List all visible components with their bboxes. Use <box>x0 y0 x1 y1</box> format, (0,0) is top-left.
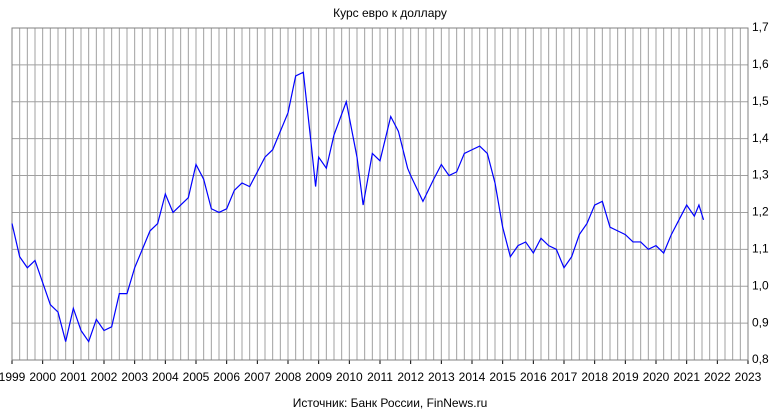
x-tick-label: 2021 <box>673 370 700 384</box>
x-tick-label: 2019 <box>612 370 639 384</box>
x-tick-label: 2008 <box>275 370 302 384</box>
x-tick-label: 2010 <box>336 370 363 384</box>
y-tick-label: 1,2 <box>752 205 769 219</box>
x-tick-label: 2009 <box>305 370 332 384</box>
x-tick-label: 2007 <box>244 370 271 384</box>
y-tick-label: 0,9 <box>752 315 769 329</box>
x-tick-label: 2017 <box>551 370 578 384</box>
source-note: Источник: Банк России, FinNews.ru <box>293 396 488 410</box>
x-tick-label: 2023 <box>735 370 762 384</box>
x-tick-label: 2000 <box>29 370 56 384</box>
x-tick-label: 2022 <box>704 370 731 384</box>
x-tick-label: 2005 <box>183 370 210 384</box>
y-tick-label: 1,6 <box>752 57 769 71</box>
y-tick-label: 1,4 <box>752 131 769 145</box>
x-tick-label: 2011 <box>367 370 393 384</box>
x-tick-label: 2020 <box>643 370 670 384</box>
plot-frame <box>11 27 749 361</box>
y-tick-label: 1,5 <box>752 94 769 108</box>
x-tick-label: 2013 <box>428 370 455 384</box>
line-series <box>11 71 705 343</box>
x-tick-label: 2016 <box>520 370 547 384</box>
x-tick-label: 2003 <box>121 370 148 384</box>
x-tick-label: 2014 <box>459 370 486 384</box>
x-tick-label: 2001 <box>60 370 87 384</box>
x-tick-label: 2018 <box>581 370 608 384</box>
x-tick-label: 2015 <box>489 370 516 384</box>
x-tick-label: 1999 <box>0 370 26 384</box>
x-tick-label: 2004 <box>152 370 179 384</box>
y-tick-label: 1,0 <box>752 278 769 292</box>
chart-title: Курс евро к доллару <box>333 6 447 20</box>
y-tick-label: 1,7 <box>752 20 769 34</box>
x-tick-label: 2012 <box>397 370 424 384</box>
y-tick-label: 1,3 <box>752 168 769 182</box>
x-tick-label: 2002 <box>91 370 118 384</box>
y-tick-label: 1,1 <box>752 242 769 256</box>
x-tick-label: 2006 <box>213 370 240 384</box>
y-tick-label: 0,8 <box>752 352 769 366</box>
